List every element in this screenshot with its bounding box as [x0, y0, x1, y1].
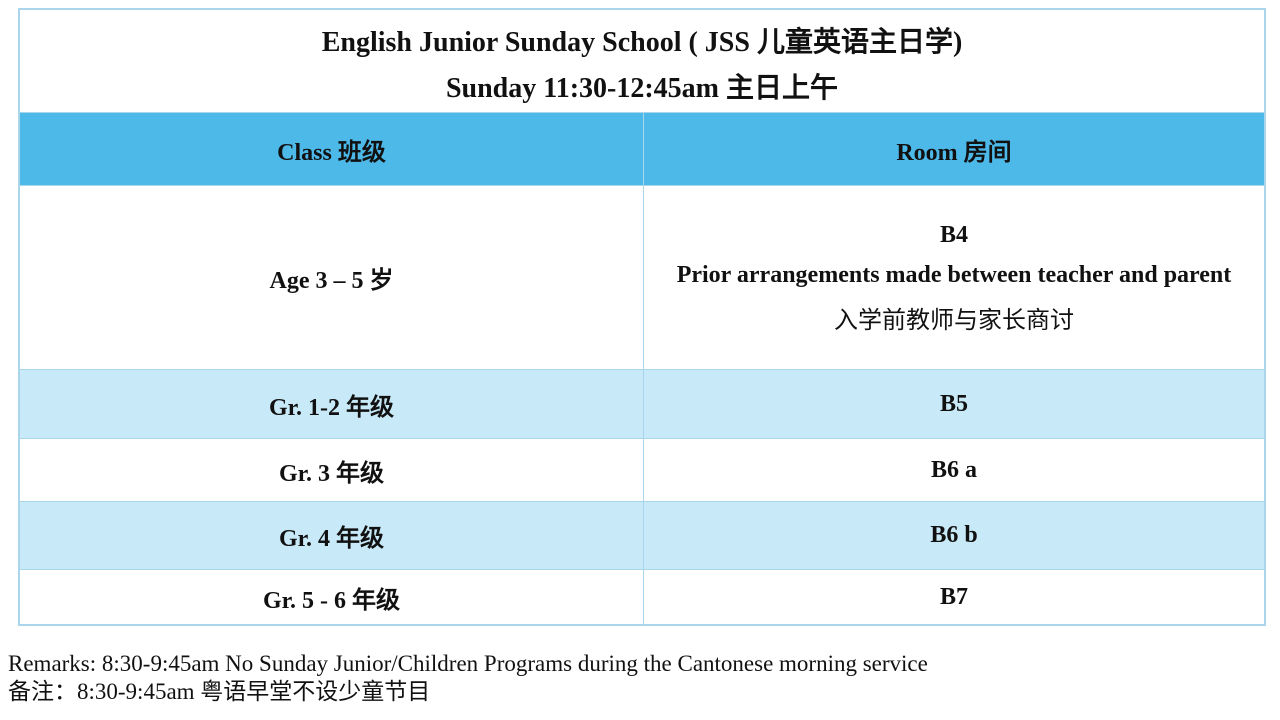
header-row: Class 班级 Room 房间	[20, 112, 1264, 185]
room-cell: B6 b	[930, 522, 978, 548]
table-row: Gr. 3 年级 B6 a	[20, 438, 1264, 501]
class-cell: Age 3 – 5 岁	[20, 186, 644, 369]
table-title: English Junior Sunday School ( JSS 儿童英语主…	[20, 10, 1264, 112]
room-note-en: Prior arrangements made between teacher …	[676, 262, 1232, 288]
room-cell: B7	[939, 583, 968, 610]
remarks-en: Remarks: 8:30-9:45am No Sunday Junior/Ch…	[8, 651, 928, 676]
room-cell: B4 Prior arrangements made between teach…	[644, 186, 1264, 369]
room-value: B4	[939, 222, 968, 248]
class-cell: Gr. 5 - 6 年级	[20, 570, 644, 624]
table-row: Gr. 1-2 年级 B5	[20, 369, 1264, 438]
header-class: Class 班级	[20, 113, 644, 185]
table-row: Age 3 – 5 岁 B4 Prior arrangements made b…	[20, 185, 1264, 369]
class-cell: Gr. 4 年级	[20, 502, 644, 569]
schedule-table: English Junior Sunday School ( JSS 儿童英语主…	[18, 8, 1266, 626]
class-cell: Gr. 1-2 年级	[20, 370, 644, 438]
header-room: Room 房间	[896, 139, 1012, 166]
title-line-2: Sunday 11:30-12:45am 主日上午	[445, 73, 839, 104]
class-cell: Gr. 3 年级	[20, 439, 644, 501]
table-row: Gr. 4 年级 B6 b	[20, 501, 1264, 569]
remarks: Remarks: 8:30-9:45am No Sunday Junior/Ch…	[8, 650, 928, 706]
remarks-cn: 备注：8:30-9:45am 粤语早堂不设少童节目	[8, 679, 431, 704]
room-note-cn: 入学前教师与家长商讨	[834, 308, 1074, 334]
title-line-1: English Junior Sunday School ( JSS 儿童英语主…	[321, 27, 963, 58]
room-cell: B5	[939, 390, 968, 417]
table-row: Gr. 5 - 6 年级 B7	[20, 569, 1264, 624]
room-cell: B6 a	[930, 456, 977, 483]
